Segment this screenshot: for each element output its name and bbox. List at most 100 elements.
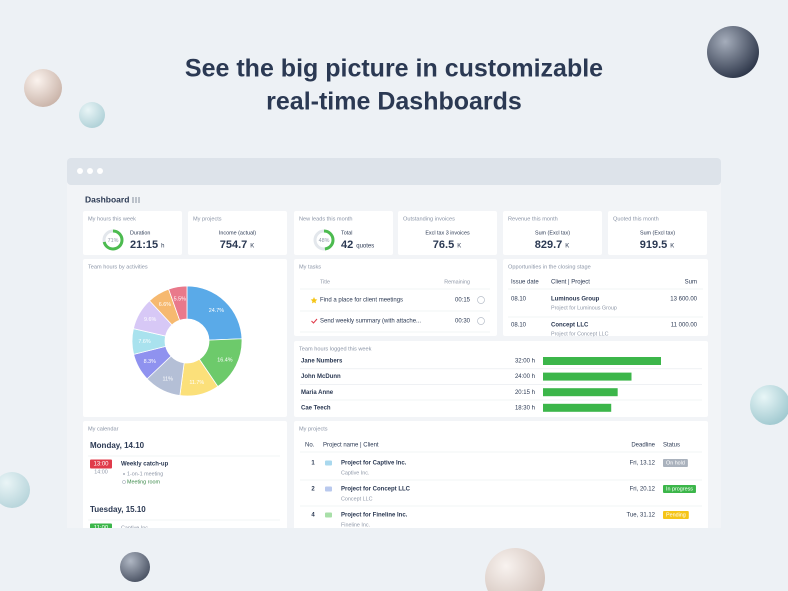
project-name: Project for Concept LLC xyxy=(341,487,411,493)
kpi-unit: K xyxy=(565,244,569,250)
hours-label: 20:15 h xyxy=(515,390,535,396)
kpi-value: 21:15 xyxy=(130,239,158,251)
project-name: Project for Captive Inc. xyxy=(341,461,407,467)
member-name: Jane Numbers xyxy=(301,359,343,365)
kpi-unit: K xyxy=(457,244,461,250)
card-title: Outstanding invoices xyxy=(403,216,455,222)
slice-label: 6.6% xyxy=(159,302,171,308)
task-remaining: 00:15 xyxy=(455,298,471,304)
member-name: Maria Anne xyxy=(301,390,334,396)
hours-label: 32:00 h xyxy=(515,359,535,365)
card xyxy=(608,211,707,255)
deadline: Fri, 20.12 xyxy=(630,487,656,493)
card xyxy=(294,421,708,528)
kpi-unit: h xyxy=(161,244,164,250)
project-name: Project for Fineline Inc. xyxy=(341,513,408,519)
kpi-value: 76.5 xyxy=(433,239,454,251)
window-bar xyxy=(67,158,721,185)
project-client: Fineline Inc. xyxy=(341,522,370,528)
card-title: Team hours logged this week xyxy=(299,346,372,352)
kpi-caption: Total xyxy=(341,230,352,236)
issue-date: 08.10 xyxy=(511,323,527,329)
donut-slice xyxy=(168,285,188,321)
kpi-caption: Income (actual) xyxy=(219,230,256,236)
check-icon xyxy=(311,318,318,324)
ring-label: 71% xyxy=(108,238,119,244)
headline: real-time Dashboards xyxy=(266,88,522,116)
dashboard-window: Dashboard My hours this week 71% Duration 2… xyxy=(67,158,721,532)
sum: 11 000.00 xyxy=(671,323,698,329)
card-title: Quoted this month xyxy=(613,216,659,222)
column-header: No. xyxy=(305,443,315,449)
window-dot xyxy=(77,168,83,174)
card xyxy=(398,211,497,255)
column-header: Deadline xyxy=(631,443,655,449)
card xyxy=(83,259,287,417)
card-title: My calendar xyxy=(88,426,119,432)
column-header: Sum xyxy=(685,280,697,286)
kpi-unit: quotes xyxy=(356,244,374,250)
hours-bar xyxy=(543,403,612,412)
column-header: Client | Project xyxy=(551,280,590,286)
card xyxy=(294,211,393,255)
slice-label: 9.6% xyxy=(144,317,156,323)
member-name: John McDunn xyxy=(301,374,341,380)
column-header: Remaining xyxy=(444,279,470,285)
event-title: Weekly catch-up xyxy=(121,462,169,468)
project: Project for Concept LLC xyxy=(551,331,609,337)
card-title: My hours this week xyxy=(88,216,136,222)
issue-date: 08.10 xyxy=(511,297,527,303)
headline: See the big picture in customizable xyxy=(185,55,603,83)
hours-bar xyxy=(543,357,661,365)
filter-icon[interactable] xyxy=(132,197,140,203)
member-name: Cae Teech xyxy=(301,405,331,411)
window-dot xyxy=(97,168,103,174)
status: Pending xyxy=(666,512,686,518)
kpi-value: 919.5 xyxy=(640,239,668,251)
task-title: Find a place for client meetings xyxy=(320,298,403,304)
kpi-value: 42 xyxy=(341,239,353,251)
column-header: Title xyxy=(320,279,330,285)
card-title: Opportunities in the closing stage xyxy=(508,264,591,270)
kpi-caption: Sum (Excl tax) xyxy=(640,230,675,236)
project: Project for Luminous Group xyxy=(551,305,617,311)
deadline: Fri, 13.12 xyxy=(630,461,656,467)
client: Concept LLC xyxy=(551,323,589,329)
slice-label: 11% xyxy=(163,376,174,382)
ring-label: 48% xyxy=(319,238,330,244)
task-title: Send weekly summary (with attache... xyxy=(320,319,421,325)
column-header: Project name | Client xyxy=(323,443,379,449)
status-badge xyxy=(663,511,689,519)
kpi-caption: Duration xyxy=(130,230,150,236)
ring-arc xyxy=(313,229,335,251)
task-done xyxy=(477,296,485,304)
start-time: 11:00 xyxy=(94,526,109,532)
card-title: Revenue this month xyxy=(508,216,558,222)
status-badge xyxy=(663,485,696,493)
donut-slice xyxy=(186,285,243,341)
card-title: My projects xyxy=(299,426,328,432)
slice-label: 24.7% xyxy=(209,308,224,314)
place-icon xyxy=(122,480,126,484)
kpi-caption: Excl tax 3 invoices xyxy=(425,230,470,236)
slice-label: 5.5% xyxy=(174,297,186,303)
project-icon xyxy=(325,460,332,466)
hours-bar xyxy=(543,372,632,381)
decor xyxy=(0,26,788,591)
client: Luminous Group xyxy=(551,297,600,303)
sum: 13 600.00 xyxy=(670,297,697,303)
card xyxy=(83,421,287,528)
status-badge xyxy=(663,459,688,467)
bullet xyxy=(123,473,125,475)
card xyxy=(188,211,287,255)
status: In progress xyxy=(666,486,693,492)
star-icon xyxy=(310,297,318,304)
deadline: Tue, 31.12 xyxy=(627,513,656,519)
task-done xyxy=(477,317,485,325)
dashboard-title: Dashboard xyxy=(85,194,129,204)
ring-arc xyxy=(102,229,124,251)
slice-label: 11.7% xyxy=(189,380,204,386)
day-heading: Monday, 14.10 xyxy=(90,441,145,450)
card xyxy=(294,259,497,336)
